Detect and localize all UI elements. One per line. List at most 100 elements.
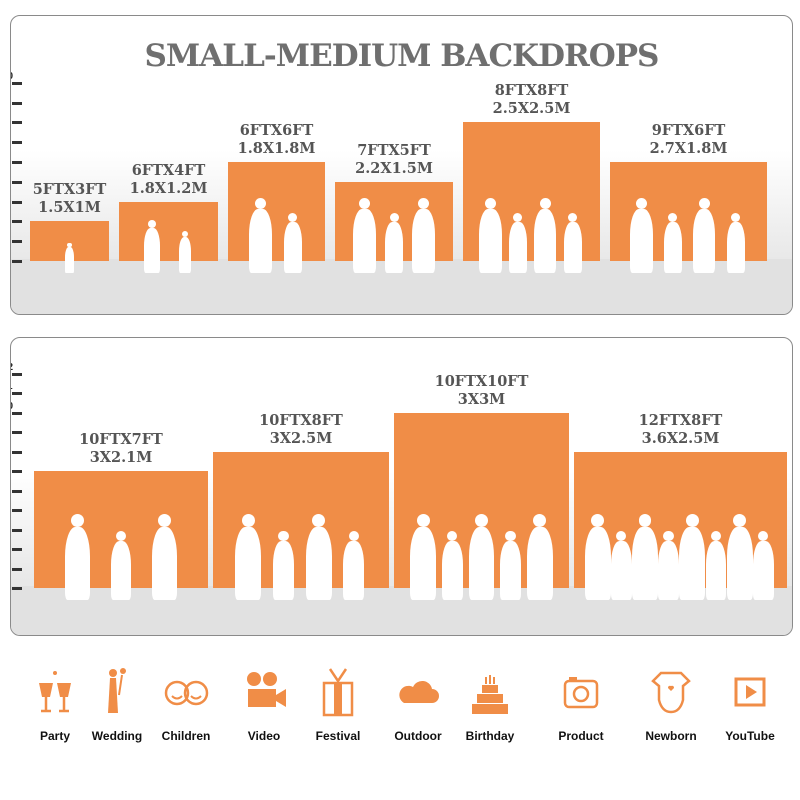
person-silhouette [705, 531, 727, 600]
use-case-label: Product [558, 729, 604, 743]
backdrop-label: 10FTX10FT 3X3M [435, 373, 529, 409]
backdrop-size-6ftx4ft [119, 201, 218, 273]
person-silhouette [630, 198, 653, 273]
champagne-glasses-icon [39, 671, 71, 713]
scale-tick [12, 161, 22, 164]
scale-tick [12, 528, 22, 532]
scale-tick [12, 411, 22, 415]
person-silhouette [533, 197, 557, 273]
backdrop-size-7ftx5ft [335, 181, 453, 273]
birthday-cake-icon [472, 675, 508, 714]
person-silhouette [385, 212, 403, 273]
scale-tick [12, 141, 22, 145]
use-case-youtube: YouTube [715, 665, 785, 743]
use-case-label: Outdoor [394, 729, 442, 743]
use-case-product: Product [546, 665, 616, 743]
scale-tick [12, 392, 22, 395]
backdrop-label: 10FTX7FT 3X2.1M [79, 431, 163, 467]
small-medium-panel: SMALL-MEDIUM BACKDROPS 123456789105FTX3F… [10, 15, 793, 315]
scale-tick [12, 548, 22, 551]
backdrop-size-5ftx3ft [30, 221, 109, 273]
person-silhouette [110, 531, 132, 600]
use-case-label: Newborn [645, 729, 697, 743]
person-silhouette [65, 242, 74, 273]
use-case-outdoor: Outdoor [383, 665, 453, 743]
scale-label: 12 [11, 362, 13, 373]
backdrop-label: 10FTX8FT 3X2.5M [259, 412, 343, 448]
backdrop-size-12ftx8ft [574, 451, 787, 600]
scale-tick [12, 101, 22, 105]
backdrop-size-6ftx6ft [228, 162, 325, 273]
use-case-label: Party [39, 729, 71, 743]
backdrop-label: 5FTX3FT 1.5X1M [33, 181, 107, 217]
size-meters: 3X2.5M [269, 429, 333, 447]
person-silhouette [663, 213, 682, 273]
use-case-video: Video [229, 665, 299, 743]
person-silhouette [412, 197, 435, 273]
use-case-children: Children [151, 665, 221, 743]
camera-icon [563, 677, 599, 709]
size-feet: 12FTX8FT [638, 411, 723, 429]
backdrop-label: 12FTX8FT 3.6X2.5M [639, 412, 723, 448]
size-feet: 5FTX3FT [32, 181, 107, 199]
use-case-label: Wedding [91, 729, 143, 743]
baby-onesie-icon [651, 671, 691, 714]
person-silhouette [305, 513, 332, 600]
size-meters: 3X2.1M [89, 449, 153, 466]
person-silhouette [468, 513, 495, 600]
gift-box-icon [322, 668, 354, 717]
use-case-label: YouTube [725, 729, 775, 743]
scale-tick [12, 180, 22, 184]
scale-tick [12, 81, 22, 85]
size-meters: 2.5X2.5M [492, 100, 571, 118]
use-case-festival: Festival [303, 665, 373, 743]
use-case-newborn: Newborn [636, 665, 706, 743]
backdrop-size-10ftx8ft [213, 451, 389, 600]
film-camera-icon [247, 672, 286, 707]
person-silhouette [526, 513, 553, 600]
scale-tick [12, 220, 22, 224]
backdrop-size-10ftx7ft [34, 471, 208, 600]
scale-tick [12, 587, 22, 590]
use-case-party: Party [20, 665, 90, 743]
use-case-label: Birthday [465, 729, 515, 743]
backdrop-size-9ftx6ft [610, 162, 767, 273]
person-silhouette [273, 531, 294, 600]
person-silhouette [726, 213, 745, 273]
person-silhouette [64, 513, 91, 600]
person-silhouette [726, 513, 753, 600]
scale-tick [12, 200, 22, 204]
wedding-couple-icon [108, 668, 126, 713]
person-silhouette [178, 230, 192, 273]
person-silhouette [283, 213, 302, 273]
backdrop-size-8ftx8ft [463, 122, 600, 273]
person-silhouette [144, 220, 160, 273]
person-silhouette [441, 531, 463, 600]
size-feet: 6FTX4FT [131, 161, 206, 179]
person-silhouette [410, 513, 437, 600]
scale-tick [12, 431, 22, 434]
size-meters: 1.8X1.2M [129, 179, 208, 197]
size-feet: 8FTX8FT [494, 82, 569, 100]
size-feet: 10FTX7FT [79, 431, 163, 448]
cloud-icon [399, 680, 439, 703]
person-silhouette [500, 531, 521, 600]
size-meters: 3X3M [457, 390, 506, 408]
scale-label: 10 [11, 401, 13, 412]
person-silhouette [235, 513, 262, 600]
scale-tick [12, 567, 22, 571]
backdrop-label: 9FTX6FT 2.7X1.8M [650, 122, 728, 158]
scale-label: 11 [11, 381, 13, 392]
scale-tick [12, 121, 22, 125]
size-feet: 7FTX5FT [357, 141, 431, 159]
children-faces-icon [164, 680, 209, 706]
person-silhouette [692, 198, 716, 273]
panel-title: SMALL-MEDIUM BACKDROPS [144, 38, 660, 74]
size-meters: 1.5X1M [38, 199, 101, 217]
scale-tick [12, 240, 22, 244]
person-silhouette [151, 513, 178, 600]
size-feet: 10FTX10FT [434, 372, 529, 390]
size-feet: 10FTX8FT [259, 411, 343, 429]
person-silhouette [343, 531, 365, 600]
backdrop-size-10ftx10ft [394, 412, 569, 600]
